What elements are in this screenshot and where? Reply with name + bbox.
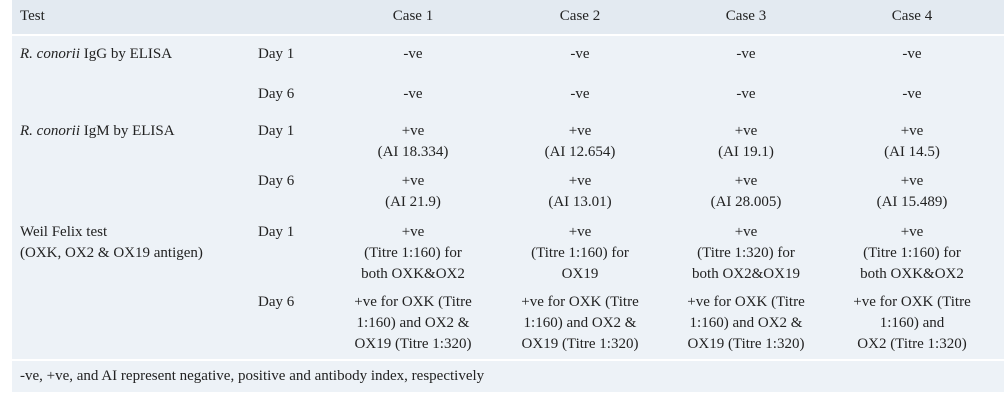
day: Day 1: [258, 46, 295, 62]
test-name: (OXK, OX2 & OX19 antigen): [20, 245, 203, 261]
case-value: +ve: [900, 123, 924, 139]
case-value: (AI 15.489): [876, 194, 948, 210]
case-value: +ve: [401, 123, 425, 139]
case-value: +ve for OXK (Titre: [687, 294, 805, 310]
case-value: both OXK&OX2: [361, 266, 465, 282]
case-value: +ve: [568, 173, 592, 189]
case-value: +ve for OXK (Titre: [354, 294, 472, 310]
test-italic: R. conorii: [20, 46, 80, 62]
test-italic: R. conorii: [20, 123, 80, 139]
case-value: (AI 13.01): [548, 194, 612, 210]
case-value: -ve: [403, 86, 423, 102]
case-value: -ve: [902, 46, 922, 62]
case-value: (AI 18.334): [377, 144, 449, 160]
case-value: 1:160) and OX2 &: [523, 315, 637, 331]
day: Day 1: [258, 123, 295, 139]
header-case: Case 2: [559, 8, 601, 24]
day: Day 6: [258, 294, 295, 310]
case-value: +ve: [734, 123, 758, 139]
header-case: Case 4: [891, 8, 933, 24]
case-value: (AI 21.9): [385, 194, 441, 210]
case-value: OX19 (Titre 1:320): [687, 336, 805, 352]
case-value: OX19: [561, 266, 599, 282]
case-value: (AI 14.5): [884, 144, 940, 160]
header-case: Case 1: [392, 8, 434, 24]
header-case: Case 3: [725, 8, 767, 24]
header-rule: [12, 34, 1004, 36]
case-value: +ve: [734, 224, 758, 240]
case-value: (AI 28.005): [710, 194, 782, 210]
case-value: OX19 (Titre 1:320): [354, 336, 472, 352]
case-value: OX2 (Titre 1:320): [857, 336, 967, 352]
test-name: Weil Felix test: [20, 224, 108, 240]
case-value: both OX2&OX19: [692, 266, 800, 282]
case-value: -ve: [570, 46, 590, 62]
case-value: -ve: [736, 46, 756, 62]
case-value: (Titre 1:160) for: [863, 245, 961, 261]
case-value: (Titre 1:320) for: [697, 245, 795, 261]
footer-rule: [12, 359, 1004, 361]
day: Day 1: [258, 224, 295, 240]
case-value: both OXK&OX2: [860, 266, 964, 282]
case-value: -ve: [736, 86, 756, 102]
case-value: (Titre 1:160) for: [531, 245, 629, 261]
case-value: -ve: [902, 86, 922, 102]
day: Day 6: [258, 86, 295, 102]
case-value: 1:160) and: [879, 315, 945, 331]
case-value: (AI 12.654): [544, 144, 616, 160]
case-value: +ve for OXK (Titre: [521, 294, 639, 310]
case-value: +ve: [401, 224, 425, 240]
test-name: IgM by ELISA: [80, 123, 175, 139]
case-value: +ve: [568, 224, 592, 240]
case-value: (AI 19.1): [718, 144, 774, 160]
case-value: +ve: [734, 173, 758, 189]
day: Day 6: [258, 173, 295, 189]
case-value: +ve: [900, 224, 924, 240]
case-value: -ve: [403, 46, 423, 62]
case-value: +ve: [568, 123, 592, 139]
case-value: +ve: [401, 173, 425, 189]
case-value: +ve: [900, 173, 924, 189]
case-value: +ve for OXK (Titre: [853, 294, 971, 310]
footnote: -ve, +ve, and AI represent negative, pos…: [20, 368, 485, 384]
header-test: Test: [20, 8, 45, 24]
case-value: 1:160) and OX2 &: [689, 315, 803, 331]
case-value: 1:160) and OX2 &: [356, 315, 470, 331]
case-value: -ve: [570, 86, 590, 102]
test-name: IgG by ELISA: [80, 46, 173, 62]
case-value: OX19 (Titre 1:320): [521, 336, 639, 352]
case-value: (Titre 1:160) for: [364, 245, 462, 261]
header-background: [12, 0, 1004, 34]
table-background: [12, 0, 1004, 392]
